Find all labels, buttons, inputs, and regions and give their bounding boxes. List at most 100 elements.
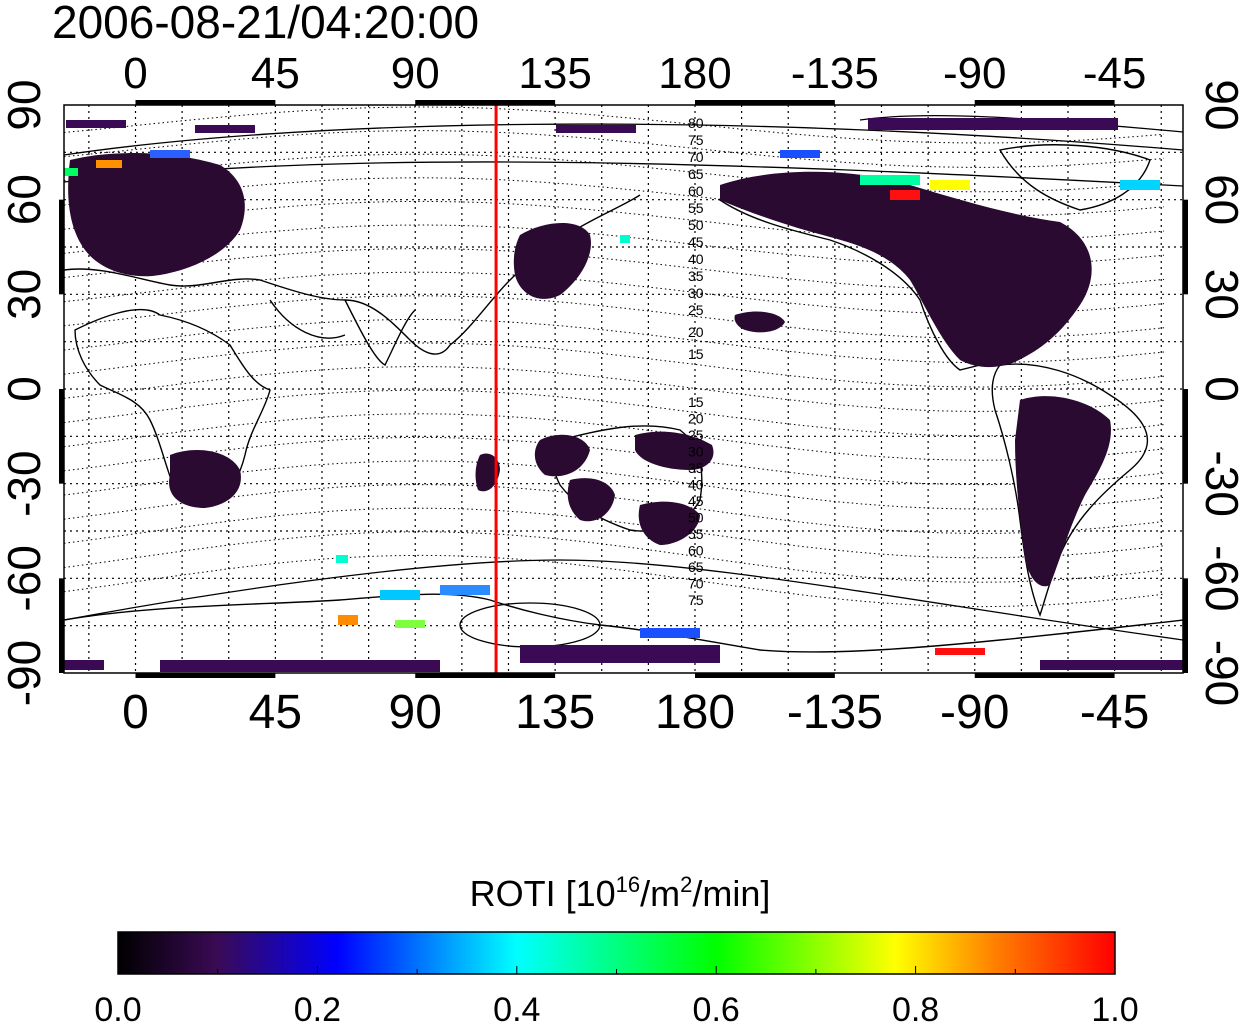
- contour-label-north: 65: [688, 166, 704, 182]
- contour-label-north: 70: [688, 149, 704, 165]
- lon-tick-top: 180: [658, 49, 731, 98]
- border-bar: [59, 578, 64, 673]
- contour-label-south: 75: [688, 592, 704, 608]
- lon-tick-bottom: 45: [249, 686, 302, 739]
- lat-tick-left: 90: [0, 79, 50, 130]
- contour-label-south: 55: [688, 526, 704, 542]
- contour-label-north: 55: [688, 200, 704, 216]
- magnetic-contour: [64, 413, 1165, 461]
- lat-tick-right: -30: [1196, 450, 1240, 516]
- border-bar: [694, 100, 835, 105]
- contour-label-south: 30: [688, 444, 704, 460]
- lon-tick-top: -45: [1083, 49, 1147, 98]
- magnetic-contour: [64, 460, 1165, 510]
- contour-label-north: 50: [688, 217, 704, 233]
- lon-tick-bottom: -135: [787, 686, 883, 739]
- axis-tick-labels: 0 45 90 135 180 -135 -90 -45 0 45 90 135 180 -135 -90 -…: [0, 49, 1240, 739]
- lon-tick-top: 135: [518, 49, 591, 98]
- colorbar-label: ROTI [1016/m2/min]: [469, 872, 771, 914]
- magnetic-contour: [64, 318, 1165, 364]
- magnetic-contour: [64, 531, 1165, 583]
- lat-tick-left: -90: [0, 640, 50, 706]
- lon-tick-top: -90: [943, 49, 1007, 98]
- map-timestamp: 2006-08-21/04:20:00: [52, 0, 480, 48]
- lat-tick-left: 30: [0, 269, 50, 320]
- lat-tick-right: 60: [1196, 174, 1240, 225]
- lon-tick-bottom: 0: [122, 686, 149, 739]
- contour-label-north: 80: [688, 115, 704, 131]
- magnetic-contour: [64, 106, 1165, 144]
- magnetic-contour: [64, 554, 1165, 608]
- contour-label-south: 50: [688, 510, 704, 526]
- border-bar: [1183, 578, 1188, 673]
- border-bar: [974, 100, 1115, 105]
- colorbar-tick-label: 0.6: [692, 991, 740, 1029]
- lon-tick-top: 90: [391, 49, 440, 98]
- lat-tick-right: 90: [1196, 79, 1240, 130]
- lat-tick-right: -60: [1196, 545, 1240, 611]
- border-bar: [59, 389, 64, 484]
- lon-tick-top: 45: [251, 49, 300, 98]
- border-bar: [135, 100, 276, 105]
- colorbar-tick-label: 0.0: [94, 991, 142, 1029]
- border-bar: [694, 673, 835, 678]
- border-bar: [1183, 389, 1188, 484]
- contour-label-north: 75: [688, 132, 704, 148]
- contour-label-north: 45: [688, 234, 704, 250]
- border-bar: [415, 673, 556, 678]
- roti-data-bands: [64, 118, 1183, 672]
- lat-tick-left: -60: [0, 545, 50, 611]
- contour-label-south: 25: [688, 427, 704, 443]
- border-bar: [135, 673, 276, 678]
- coast-india: [344, 299, 416, 366]
- contour-label-north: 60: [688, 183, 704, 199]
- contour-label-south: 20: [688, 411, 704, 427]
- magnetic-contour: [64, 366, 1165, 412]
- lon-tick-bottom: -90: [940, 686, 1009, 739]
- border-bar: [1183, 199, 1188, 295]
- lat-tick-right: 30: [1196, 269, 1240, 320]
- magnetic-contour: [64, 389, 1165, 437]
- contour-label-south: 40: [688, 477, 704, 493]
- contour-label-north: 20: [688, 324, 704, 340]
- lon-tick-bottom: 90: [389, 686, 442, 739]
- magnetic-contour: [64, 295, 1165, 339]
- lat-tick-left: 0: [0, 376, 50, 402]
- contour-label-south: 35: [688, 460, 704, 476]
- colorbar-tick-label: 0.2: [293, 991, 342, 1029]
- magnetic-contour: [64, 507, 1165, 559]
- roti-high-activity: [64, 150, 1160, 655]
- lat-tick-right: -90: [1196, 640, 1240, 706]
- magnetic-contour: [64, 130, 1165, 168]
- magnetic-contour: [64, 342, 1165, 388]
- contour-label-south: 15: [688, 394, 704, 410]
- contour-label-north: 40: [688, 251, 704, 267]
- contour-label-south: 65: [688, 559, 704, 575]
- colorbar-tick-label: 0.8: [891, 991, 940, 1029]
- map-border-bars: [59, 100, 1188, 678]
- lon-tick-bottom: 180: [655, 686, 735, 739]
- coast-arabia: [269, 299, 346, 339]
- colorbar-tick-label: 1.0: [1091, 991, 1139, 1029]
- contour-label-south: 45: [688, 493, 704, 509]
- lon-tick-top: -135: [791, 49, 879, 98]
- contour-label-north: 35: [688, 268, 704, 284]
- contour-label-north: 15: [688, 346, 704, 362]
- lat-tick-left: -30: [0, 450, 50, 516]
- contour-label-south: 70: [688, 576, 704, 592]
- contour-label-north: 25: [688, 302, 704, 318]
- magnetic-contour: [64, 484, 1165, 534]
- coast-antarctica: [64, 593, 1183, 653]
- border-bar: [415, 100, 556, 105]
- colorbar: [117, 931, 1116, 975]
- lon-tick-top: 0: [123, 49, 147, 98]
- roti-data: [68, 153, 1111, 587]
- lon-tick-bottom: 135: [515, 686, 595, 739]
- contour-label-south: 60: [688, 543, 704, 559]
- magnetic-contour: [64, 153, 1165, 193]
- colorbar-tick-label: 0.4: [493, 991, 541, 1029]
- border-bar: [59, 199, 64, 295]
